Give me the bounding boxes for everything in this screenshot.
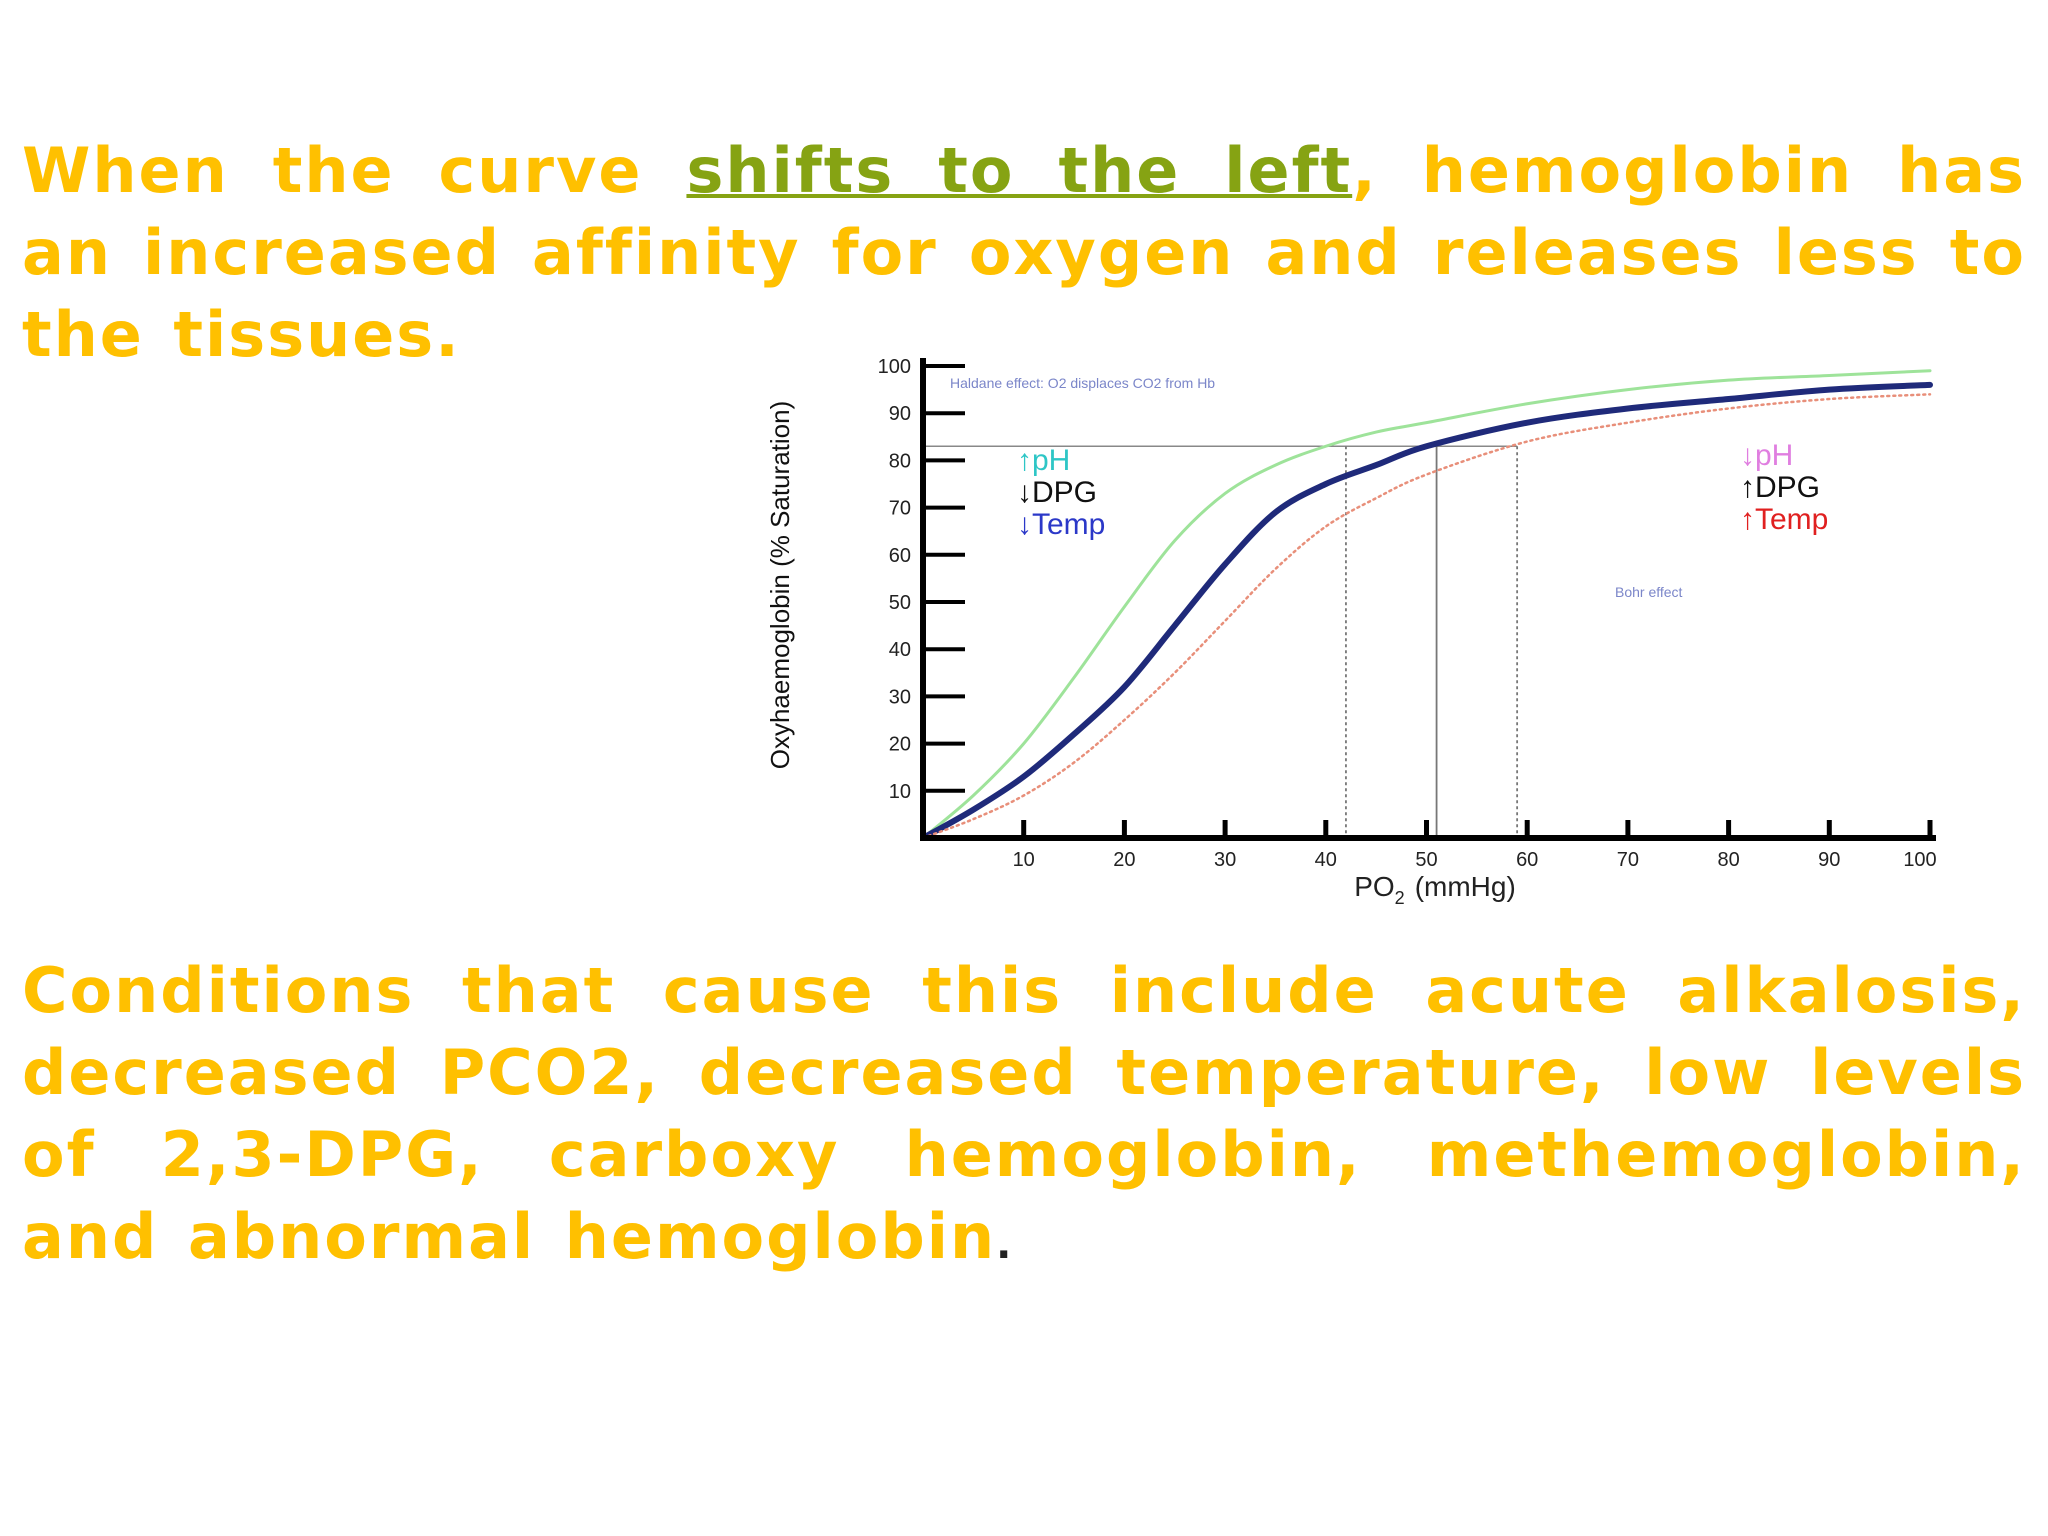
factor-text: pH <box>1032 444 1070 477</box>
haldane-annotation: Haldane effect: O2 displaces CO2 from Hb <box>950 375 1215 391</box>
factor-text: DPG <box>1032 476 1097 509</box>
p1-after-text: , hemoglobin has an increased affinity f… <box>22 134 2026 371</box>
x-tick-label: 60 <box>1516 849 1538 871</box>
y-tick-label: 90 <box>889 403 911 425</box>
factor-text: pH <box>1755 439 1793 472</box>
x-tick-label: 10 <box>1013 849 1035 871</box>
factor-text: Temp <box>1032 508 1105 541</box>
right-shift-factors: ↓pH↑DPG↑Temp <box>1740 439 1828 536</box>
p2-main-text: Conditions that cause this include acute… <box>22 954 2026 1273</box>
y-tick-label: 100 <box>878 356 911 378</box>
x-axis-label-unit: (mmHg) <box>1415 871 1516 902</box>
paragraph-left-shift: When the curve shifts to the left, hemog… <box>22 130 2026 376</box>
factor-arrow: ↑ <box>1740 503 1755 536</box>
curves <box>920 369 1933 841</box>
x-tick-label: 70 <box>1617 849 1639 871</box>
x-tick-label: 90 <box>1818 849 1840 871</box>
factor-label: ↑Temp <box>1740 503 1828 536</box>
x-axis-label: PO2 (mmHg) <box>1354 871 1516 908</box>
y-tick-label: 10 <box>889 781 911 803</box>
curve-left <box>921 369 1932 840</box>
x-tick-label: 80 <box>1717 849 1739 871</box>
y-tick-label: 50 <box>889 592 911 614</box>
factor-label: ↑pH <box>1017 444 1070 477</box>
axes <box>920 358 1936 841</box>
bohr-annotation: Bohr effect <box>1615 584 1683 600</box>
factor-label: ↓pH <box>1740 439 1793 472</box>
x-tick-label: 40 <box>1315 849 1337 871</box>
factor-label: ↑DPG <box>1740 471 1820 504</box>
factor-text: Temp <box>1755 503 1828 536</box>
factor-label: ↓DPG <box>1017 476 1097 509</box>
x-tick-label: 50 <box>1415 849 1437 871</box>
factor-label: ↓Temp <box>1017 508 1105 541</box>
reference-lines <box>923 445 1519 838</box>
left-shift-factors: ↑pH↓DPG↓Temp <box>1017 444 1105 541</box>
factor-arrow: ↓ <box>1017 508 1032 541</box>
x-tick-label: 100 <box>1903 849 1936 871</box>
factor-arrow: ↑ <box>1017 444 1032 477</box>
y-tick-label: 70 <box>889 498 911 520</box>
x-axis-label-main: PO <box>1354 871 1394 902</box>
x-tick-label: 30 <box>1214 849 1236 871</box>
curve-normal <box>920 381 1933 841</box>
factor-arrow: ↓ <box>1740 439 1755 472</box>
y-tick-label: 20 <box>889 734 911 756</box>
y-tick-label: 30 <box>889 686 911 708</box>
oxygen-dissociation-chart: Oxyhaemoglobin (% Saturation) 10 20 30 40 50… <box>765 356 1937 908</box>
y-tick-label: 80 <box>889 450 911 472</box>
x-tick-label: 20 <box>1113 849 1135 871</box>
factor-text: DPG <box>1755 471 1820 504</box>
factor-arrow: ↑ <box>1740 471 1755 504</box>
curve-right <box>921 393 1932 840</box>
x-axis-label-sub: 2 <box>1395 888 1405 908</box>
factor-arrow: ↓ <box>1017 476 1032 509</box>
y-tick-label: 40 <box>889 639 911 661</box>
y-tick-label: 60 <box>889 545 911 567</box>
p2-period: . <box>996 1222 1014 1268</box>
p1-highlight-text: shifts to the left <box>686 134 1353 207</box>
ticks: 10 20 30 40 50 60 70 80 90 100 10 20 30 40 50 60 70 80 90 1… <box>878 356 1937 871</box>
p1-before-text: When the curve <box>22 134 687 207</box>
y-axis-label: Oxyhaemoglobin (% Saturation) <box>765 401 795 770</box>
paragraph-conditions: Conditions that cause this include acute… <box>22 950 2026 1286</box>
